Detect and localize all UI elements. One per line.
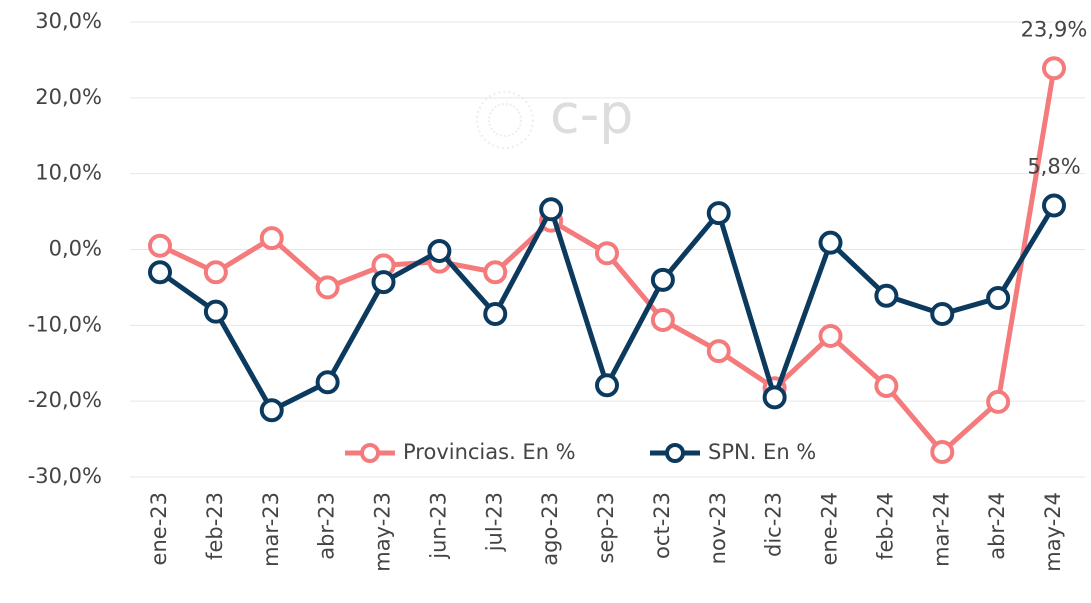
data-point [259,398,284,423]
y-tick-label: -30,0% [28,464,102,488]
data-point [259,226,284,251]
legend-marker [665,443,685,463]
data-point [427,239,452,264]
data-point [930,301,955,326]
legend-marker [360,443,380,463]
y-tick-label: -20,0% [28,388,102,412]
data-point [986,286,1011,311]
data-point [818,323,843,348]
watermark-logo [476,91,534,149]
data-point [818,230,843,255]
y-tick-label: 20,0% [35,85,102,109]
x-tick-label: may-23 [371,492,395,572]
x-tick-label: jul-23 [482,492,506,552]
x-tick-label: jun-23 [426,492,450,560]
data-point [539,197,564,222]
legend-label: Provincias. En % [403,440,576,464]
data-point [874,374,899,398]
x-tick-label: ene-23 [147,492,171,565]
data-point [1042,193,1066,218]
y-tick-label: 10,0% [35,161,102,185]
data-point [874,283,899,308]
data-point [762,385,787,410]
data-point [1042,56,1066,81]
data-point [650,308,675,333]
y-tick-label: -10,0% [28,312,102,336]
data-point [483,260,508,285]
x-tick-label: may-24 [1041,492,1065,572]
data-point [650,267,675,292]
data-label: 23,9% [1021,17,1088,41]
x-tick-label: ago-23 [538,492,562,566]
data-point [595,241,619,266]
y-tick-label: 0,0% [49,237,102,261]
x-tick-label: feb-23 [203,492,227,560]
data-point [203,260,228,285]
data-point [706,201,731,226]
data-point [595,373,619,398]
data-point [148,233,172,258]
data-point [371,270,396,295]
x-tick-label: oct-23 [650,492,674,559]
x-tick-label: dic-23 [762,492,786,557]
x-tick-label: sep-23 [594,492,618,564]
legend-label: SPN. En % [708,440,816,464]
x-tick-label: nov-23 [706,492,730,564]
watermark: c-p [550,83,633,146]
data-point [203,299,228,324]
x-tick-label: mar-23 [259,492,283,567]
x-tick-label: abr-23 [315,492,339,560]
data-point [986,389,1011,414]
data-label: 5,8% [1027,155,1080,179]
x-tick-label: ene-24 [818,492,842,565]
data-point [315,370,340,395]
data-point [148,260,172,285]
data-point [483,301,508,326]
data-point [930,439,955,464]
data-point [315,275,340,300]
y-tick-label: 30,0% [35,9,102,33]
x-tick-label: mar-24 [929,492,953,567]
x-tick-label: feb-24 [873,492,897,560]
data-point [706,339,731,364]
x-tick-label: abr-24 [985,492,1009,560]
